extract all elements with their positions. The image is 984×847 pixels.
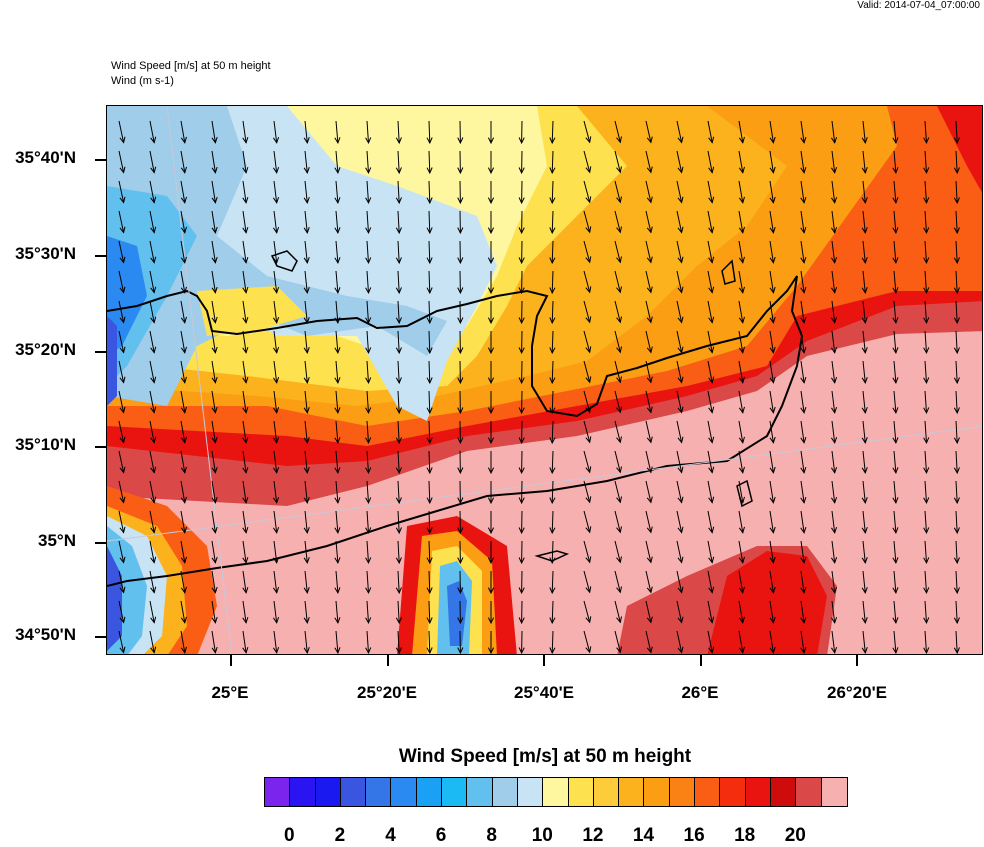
colorbar-cell [366, 778, 391, 806]
colorbar-cell [316, 778, 341, 806]
colorbar [264, 777, 848, 807]
lon-label-2520e: 25°20'E [357, 683, 417, 703]
colorbar-cell [619, 778, 644, 806]
lat-tick [95, 159, 106, 161]
colorbar-cell [720, 778, 745, 806]
colorbar-cell [594, 778, 619, 806]
lon-tick [700, 655, 702, 666]
lon-tick [387, 655, 389, 666]
colorbar-label: 8 [486, 825, 497, 847]
colorbar-cell [341, 778, 366, 806]
lat-tick [95, 351, 106, 353]
field-title: Wind Speed [m/s] at 50 m height [111, 60, 271, 72]
colorbar-cell [467, 778, 492, 806]
lat-tick [95, 636, 106, 638]
colorbar-cell [518, 778, 543, 806]
lat-tick [95, 255, 106, 257]
colorbar-label: 10 [532, 825, 553, 847]
lat-label-3450: 34°50'N [0, 625, 76, 645]
lon-tick [543, 655, 545, 666]
colorbar-label: 20 [785, 825, 806, 847]
colorbar-label: 18 [734, 825, 755, 847]
lat-label-3520: 35°20'N [0, 340, 76, 360]
lat-tick [95, 542, 106, 544]
lon-tick [856, 655, 858, 666]
lat-label-3530: 35°30'N [0, 244, 76, 264]
colorbar-label: 16 [684, 825, 705, 847]
colorbar-label: 12 [582, 825, 603, 847]
colorbar-cell [493, 778, 518, 806]
colorbar-cell [670, 778, 695, 806]
colorbar-cell [796, 778, 821, 806]
colorbar-cell [822, 778, 847, 806]
colorbar-title: Wind Speed [m/s] at 50 m height [0, 746, 984, 768]
colorbar-label: 0 [284, 825, 295, 847]
lon-tick [230, 655, 232, 666]
lon-label-2620e: 26°20'E [827, 683, 887, 703]
colorbar-cell [771, 778, 796, 806]
map-canvas [107, 106, 983, 655]
colorbar-label: 14 [633, 825, 654, 847]
lat-label-3500: 35°N [0, 531, 76, 551]
valid-time: Valid: 2014-07-04_07:00:00 [857, 0, 980, 11]
colorbar-cell [695, 778, 720, 806]
colorbar-label: 2 [335, 825, 346, 847]
lat-label-3540: 35°40'N [0, 148, 76, 168]
colorbar-label: 6 [436, 825, 447, 847]
colorbar-cell [644, 778, 669, 806]
lon-label-25e: 25°E [211, 683, 248, 703]
vector-title: Wind (m s-1) [111, 75, 174, 87]
colorbar-cell [290, 778, 315, 806]
colorbar-cell [442, 778, 467, 806]
colorbar-cell [417, 778, 442, 806]
colorbar-cell [746, 778, 771, 806]
colorbar-cell [543, 778, 568, 806]
wind-speed-field [107, 106, 983, 655]
wind-map [106, 105, 983, 655]
colorbar-cell [391, 778, 416, 806]
colorbar-label: 4 [385, 825, 396, 847]
colorbar-cell [569, 778, 594, 806]
lat-tick [95, 446, 106, 448]
colorbar-cell [265, 778, 290, 806]
lon-label-2540e: 25°40'E [514, 683, 574, 703]
lon-label-26e: 26°E [681, 683, 718, 703]
lat-label-3510: 35°10'N [0, 435, 76, 455]
